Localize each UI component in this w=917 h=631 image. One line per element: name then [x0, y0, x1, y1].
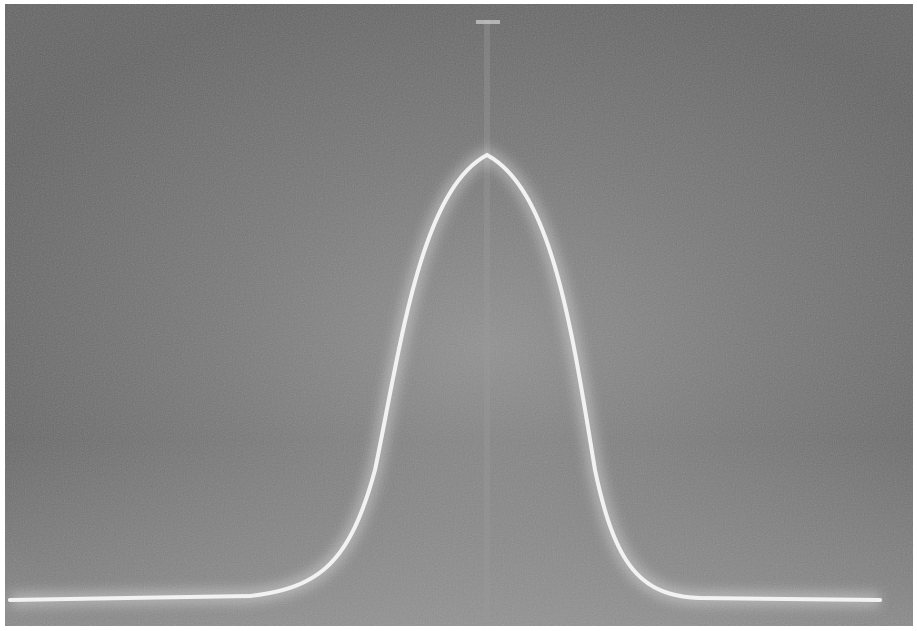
oscilloscope-photo [0, 0, 917, 631]
top-marker [476, 20, 500, 24]
page [0, 0, 917, 631]
screen-noise [5, 4, 913, 626]
center-line [484, 20, 490, 620]
